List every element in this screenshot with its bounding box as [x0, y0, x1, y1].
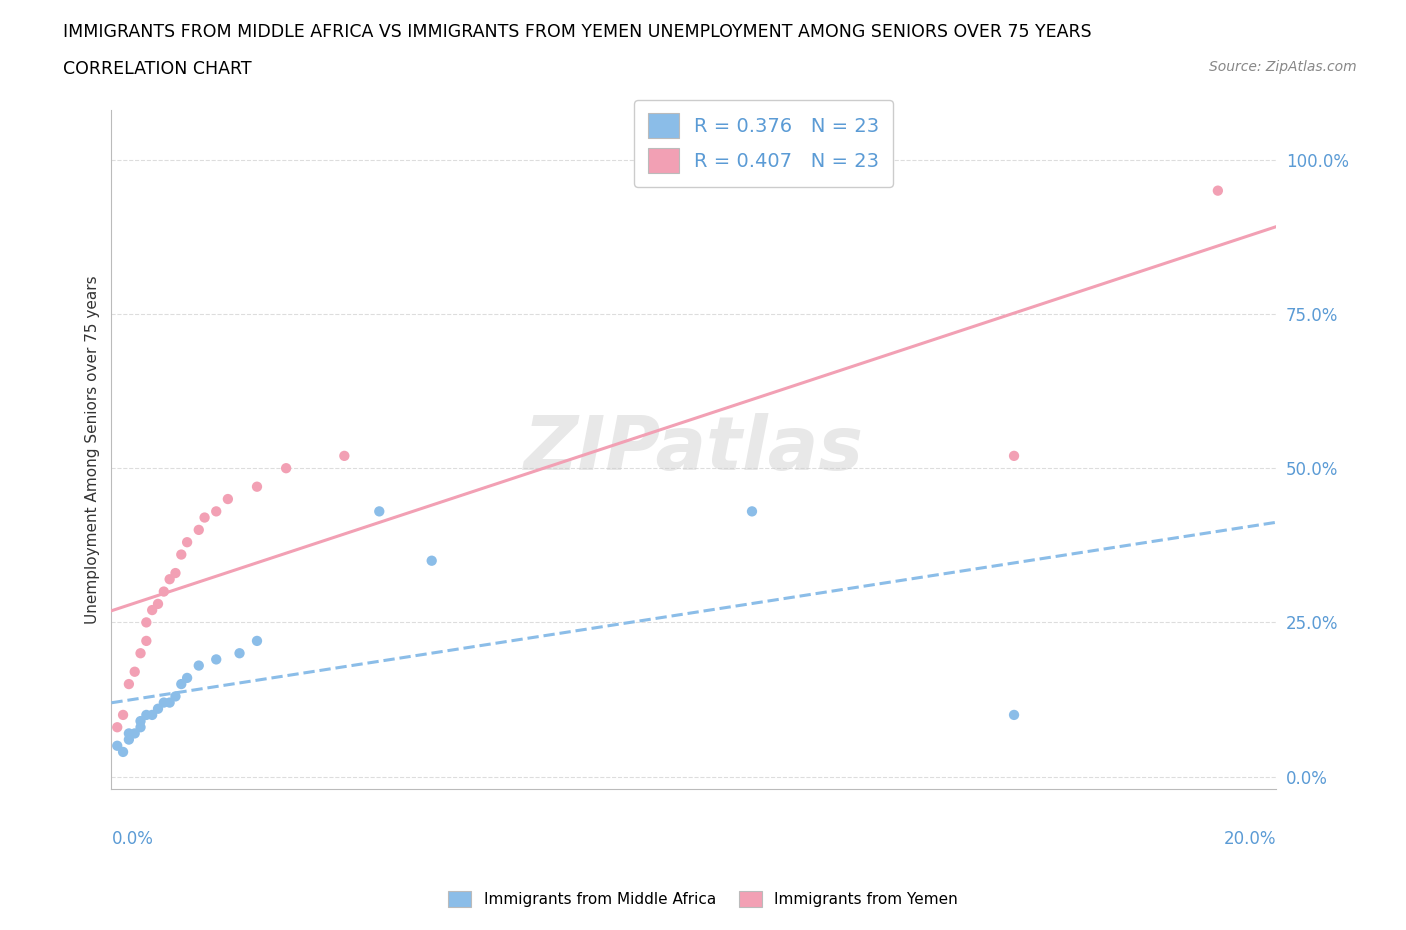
Point — [124, 726, 146, 741]
Point — [217, 492, 239, 507]
Point — [129, 713, 152, 728]
Point — [1002, 708, 1025, 723]
Point — [141, 708, 163, 723]
Point — [105, 720, 128, 735]
Point — [112, 745, 135, 760]
Point — [112, 708, 135, 723]
Point — [246, 633, 269, 648]
Point — [105, 738, 128, 753]
Text: 20.0%: 20.0% — [1223, 830, 1277, 847]
Point — [165, 689, 187, 704]
Point — [176, 671, 198, 685]
Point — [205, 504, 228, 519]
Point — [141, 603, 163, 618]
Text: ZIPatlas: ZIPatlas — [524, 413, 863, 486]
Y-axis label: Unemployment Among Seniors over 75 years: Unemployment Among Seniors over 75 years — [86, 275, 100, 624]
Point — [159, 695, 181, 710]
Point — [165, 565, 187, 580]
Point — [228, 645, 250, 660]
Point — [333, 448, 356, 463]
Point — [1002, 448, 1025, 463]
Text: 0.0%: 0.0% — [111, 830, 153, 847]
Point — [129, 720, 152, 735]
Point — [1206, 183, 1229, 198]
Point — [741, 504, 763, 519]
Point — [246, 479, 269, 494]
Text: IMMIGRANTS FROM MIDDLE AFRICA VS IMMIGRANTS FROM YEMEN UNEMPLOYMENT AMONG SENIOR: IMMIGRANTS FROM MIDDLE AFRICA VS IMMIGRA… — [63, 23, 1092, 41]
Point — [274, 460, 297, 475]
Point — [146, 701, 169, 716]
Text: Source: ZipAtlas.com: Source: ZipAtlas.com — [1209, 60, 1357, 74]
Point — [118, 732, 141, 747]
Legend: Immigrants from Middle Africa, Immigrants from Yemen: Immigrants from Middle Africa, Immigrant… — [443, 884, 963, 913]
Point — [153, 584, 176, 599]
Point — [153, 695, 176, 710]
Point — [135, 633, 157, 648]
Text: CORRELATION CHART: CORRELATION CHART — [63, 60, 252, 78]
Point — [187, 658, 209, 673]
Point — [124, 664, 146, 679]
Point — [187, 523, 209, 538]
Point — [368, 504, 391, 519]
Point — [420, 553, 443, 568]
Point — [176, 535, 198, 550]
Point — [129, 645, 152, 660]
Point — [194, 510, 217, 525]
Point — [159, 572, 181, 587]
Legend: R = 0.376   N = 23, R = 0.407   N = 23: R = 0.376 N = 23, R = 0.407 N = 23 — [634, 100, 893, 187]
Point — [135, 615, 157, 630]
Point — [135, 708, 157, 723]
Point — [146, 596, 169, 611]
Point — [205, 652, 228, 667]
Point — [170, 547, 193, 562]
Point — [170, 677, 193, 692]
Point — [118, 726, 141, 741]
Point — [118, 677, 141, 692]
